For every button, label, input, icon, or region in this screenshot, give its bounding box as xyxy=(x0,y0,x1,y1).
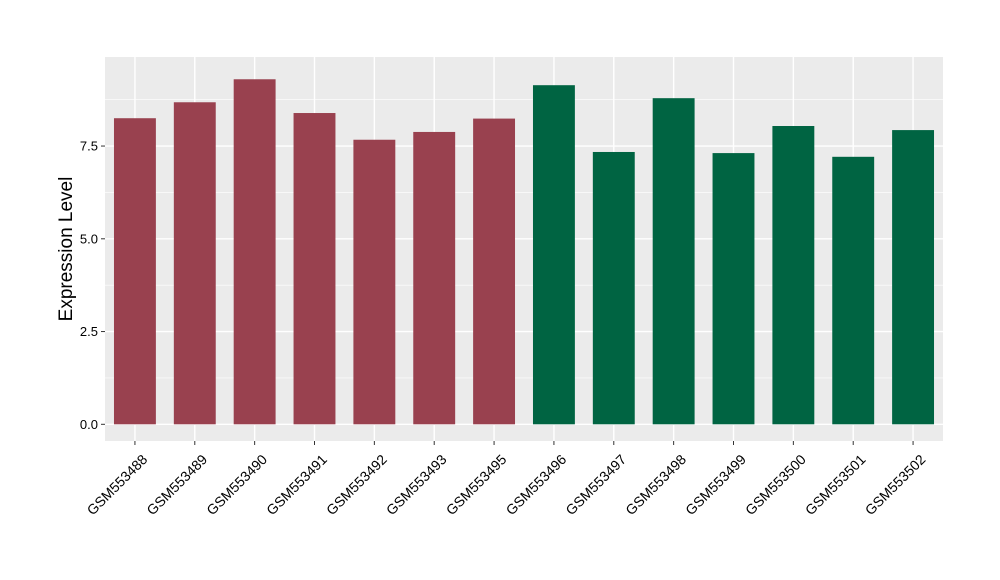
bar-GSM553500 xyxy=(772,126,815,425)
y-axis-title: Expression Level xyxy=(56,177,77,322)
x-tick-label: GSM553495 xyxy=(443,451,510,518)
y-tick-label: 5.0 xyxy=(80,231,98,246)
x-tick-label: GSM553490 xyxy=(203,451,270,518)
x-tick-label: GSM553498 xyxy=(622,451,689,518)
bars xyxy=(113,79,935,425)
bar-GSM553497 xyxy=(592,151,635,425)
x-tick-label: GSM553497 xyxy=(562,451,629,518)
x-tick-label: GSM553499 xyxy=(682,451,749,518)
bar-GSM553496 xyxy=(532,85,575,425)
x-tick-label: GSM553501 xyxy=(802,451,869,518)
x-tick-label: GSM553502 xyxy=(862,451,929,518)
plot-panel xyxy=(105,57,943,441)
bar-GSM553502 xyxy=(892,130,935,425)
x-tick-label: GSM553491 xyxy=(263,451,330,518)
x-tick-label: GSM553488 xyxy=(84,451,151,518)
bar-GSM553495 xyxy=(473,118,516,425)
bar-GSM553499 xyxy=(712,153,755,425)
bar-GSM553493 xyxy=(413,131,456,425)
x-tick-label: GSM553492 xyxy=(323,451,390,518)
y-tick-label: 7.5 xyxy=(80,139,98,154)
x-tick-label: GSM553493 xyxy=(383,451,450,518)
bar-GSM553489 xyxy=(173,102,216,425)
bar-GSM553488 xyxy=(113,118,156,425)
x-tick-label: GSM553489 xyxy=(143,451,210,518)
x-tick-label: GSM553500 xyxy=(742,451,809,518)
bar-GSM553501 xyxy=(832,156,875,425)
x-tick-label: GSM553496 xyxy=(503,451,570,518)
y-tick-label: 0.0 xyxy=(80,417,98,432)
y-axis: 0.0 2.5 5.0 7.5 xyxy=(80,139,105,432)
y-tick-label: 2.5 xyxy=(80,324,98,339)
bar-GSM553490 xyxy=(233,79,276,425)
bar-GSM553492 xyxy=(353,139,396,425)
x-axis: GSM553488GSM553489GSM553490GSM553491GSM5… xyxy=(84,441,929,518)
bar-GSM553498 xyxy=(652,98,695,425)
bar-GSM553491 xyxy=(293,113,336,425)
